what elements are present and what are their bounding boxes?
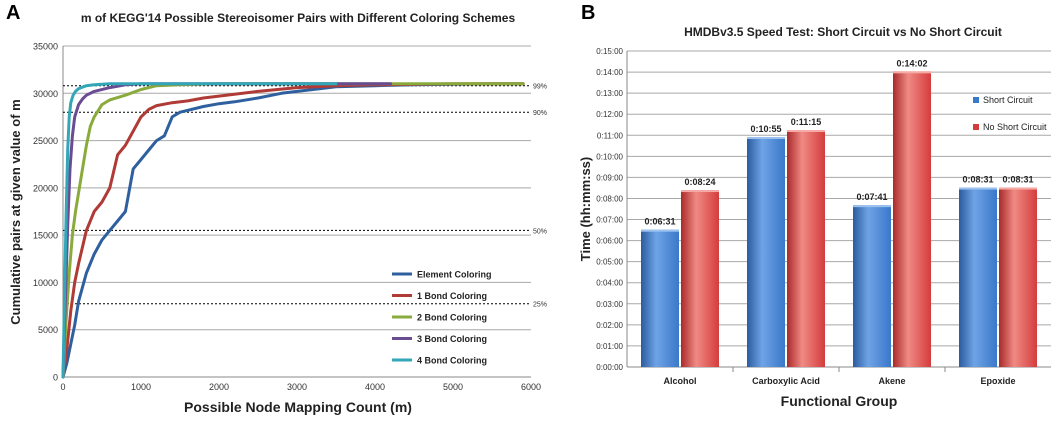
y-tick-label: 0:02:00 [596, 321, 623, 330]
y-tick-label: 0:00:00 [596, 363, 623, 372]
x-category-label: Akene [878, 376, 905, 386]
legend-swatch [973, 97, 979, 103]
data-label: 0:06:31 [644, 217, 675, 227]
y-axis-title: Time (hh:mm:ss) [578, 157, 593, 262]
chart-title: m of KEGG'14 Possible Stereoisomer Pairs… [81, 11, 516, 25]
y-tick-label: 10000 [33, 278, 58, 288]
bar-top-highlight [893, 71, 931, 74]
y-tick-label: 0:06:00 [596, 237, 623, 246]
bar-short-circuit [747, 137, 785, 367]
x-axis-title: Functional Group [781, 393, 898, 409]
data-label: 0:08:31 [962, 175, 993, 185]
series-line-2 [61, 82, 525, 379]
panel-a-label: A [6, 2, 21, 24]
y-tick-label: 0:03:00 [596, 300, 623, 309]
series-line-5 [61, 82, 338, 379]
y-axis-title: Cumulative pairs at given value of m [8, 99, 23, 324]
y-tick-label: 0:08:00 [596, 194, 623, 203]
bar-chart: HMDBv3.5 Speed Test: Short Circuit vs No… [578, 25, 1051, 409]
data-label: 0:08:24 [684, 177, 715, 187]
bar-short-circuit [959, 187, 997, 367]
y-tick-label: 0:11:00 [597, 131, 624, 140]
legend-label: Element Coloring [417, 270, 492, 280]
y-tick-label: 0:13:00 [596, 89, 623, 98]
bar-no-short-circuit [999, 187, 1037, 367]
bar-top-highlight [681, 190, 719, 193]
bar-top-highlight [787, 130, 825, 132]
legend-label: 2 Bond Coloring [417, 313, 487, 323]
y-tick-label: 20000 [33, 183, 58, 193]
x-tick-label: 5000 [443, 382, 463, 392]
x-tick-label: 3000 [287, 382, 307, 392]
reference-label: 90% [533, 110, 547, 117]
legend-label: 1 Bond Coloring [417, 291, 487, 301]
bar-no-short-circuit [893, 71, 931, 367]
legend-swatch [973, 124, 979, 130]
bar-no-short-circuit [787, 130, 825, 367]
data-label: 0:11:15 [791, 117, 822, 127]
line-chart: m of KEGG'14 Possible Stereoisomer Pairs… [8, 11, 547, 415]
y-tick-label: 35000 [33, 42, 58, 52]
y-tick-label: 5000 [38, 325, 58, 335]
y-tick-label: 15000 [33, 231, 58, 241]
y-tick-label: 0 [53, 373, 58, 383]
y-tick-label: 0:10:00 [596, 152, 623, 161]
chart-title: HMDBv3.5 Speed Test: Short Circuit vs No… [684, 25, 1002, 39]
bar-top-highlight [959, 187, 997, 190]
data-label: 0:08:31 [1002, 175, 1033, 185]
legend-label: Short Circuit [983, 95, 1033, 105]
panel-b-label: B [581, 2, 596, 24]
bar-top-highlight [747, 137, 785, 140]
y-tick-label: 0:05:00 [596, 258, 623, 267]
x-tick-label: 6000 [521, 382, 541, 392]
legend-label: No Short Circuit [983, 122, 1047, 132]
bar-top-highlight [641, 229, 679, 232]
reference-label: 25% [533, 302, 547, 309]
x-category-label: Carboxylic Acid [752, 376, 820, 386]
bar-short-circuit [641, 229, 679, 367]
y-tick-label: 0:04:00 [596, 279, 623, 288]
data-label: 0:14:02 [896, 58, 927, 68]
bar-top-highlight [999, 187, 1037, 190]
x-category-label: Alcohol [664, 376, 697, 386]
y-tick-label: 0:09:00 [596, 173, 623, 182]
data-label: 0:10:55 [750, 124, 781, 134]
x-tick-label: 2000 [209, 382, 229, 392]
bar-short-circuit [853, 205, 891, 367]
y-tick-label: 25000 [33, 136, 58, 146]
reference-label: 99% [533, 84, 547, 91]
y-tick-label: 0:15:00 [596, 47, 623, 56]
legend-label: 3 Bond Coloring [417, 334, 487, 344]
x-category-label: Epoxide [980, 376, 1015, 386]
bar-no-short-circuit [681, 190, 719, 367]
y-tick-label: 0:01:00 [596, 342, 623, 351]
y-tick-label: 0:12:00 [596, 110, 623, 119]
x-tick-label: 1000 [131, 382, 151, 392]
bar-top-highlight [853, 205, 891, 208]
y-tick-label: 0:07:00 [596, 216, 623, 225]
data-label: 0:07:41 [856, 192, 887, 202]
x-tick-label: 0 [60, 382, 65, 392]
y-tick-label: 30000 [33, 89, 58, 99]
x-tick-label: 4000 [365, 382, 385, 392]
reference-label: 50% [533, 228, 547, 235]
legend-label: 4 Bond Coloring [417, 356, 487, 366]
x-axis-title: Possible Node Mapping Count (m) [184, 399, 412, 415]
y-tick-label: 0:14:00 [596, 68, 623, 77]
